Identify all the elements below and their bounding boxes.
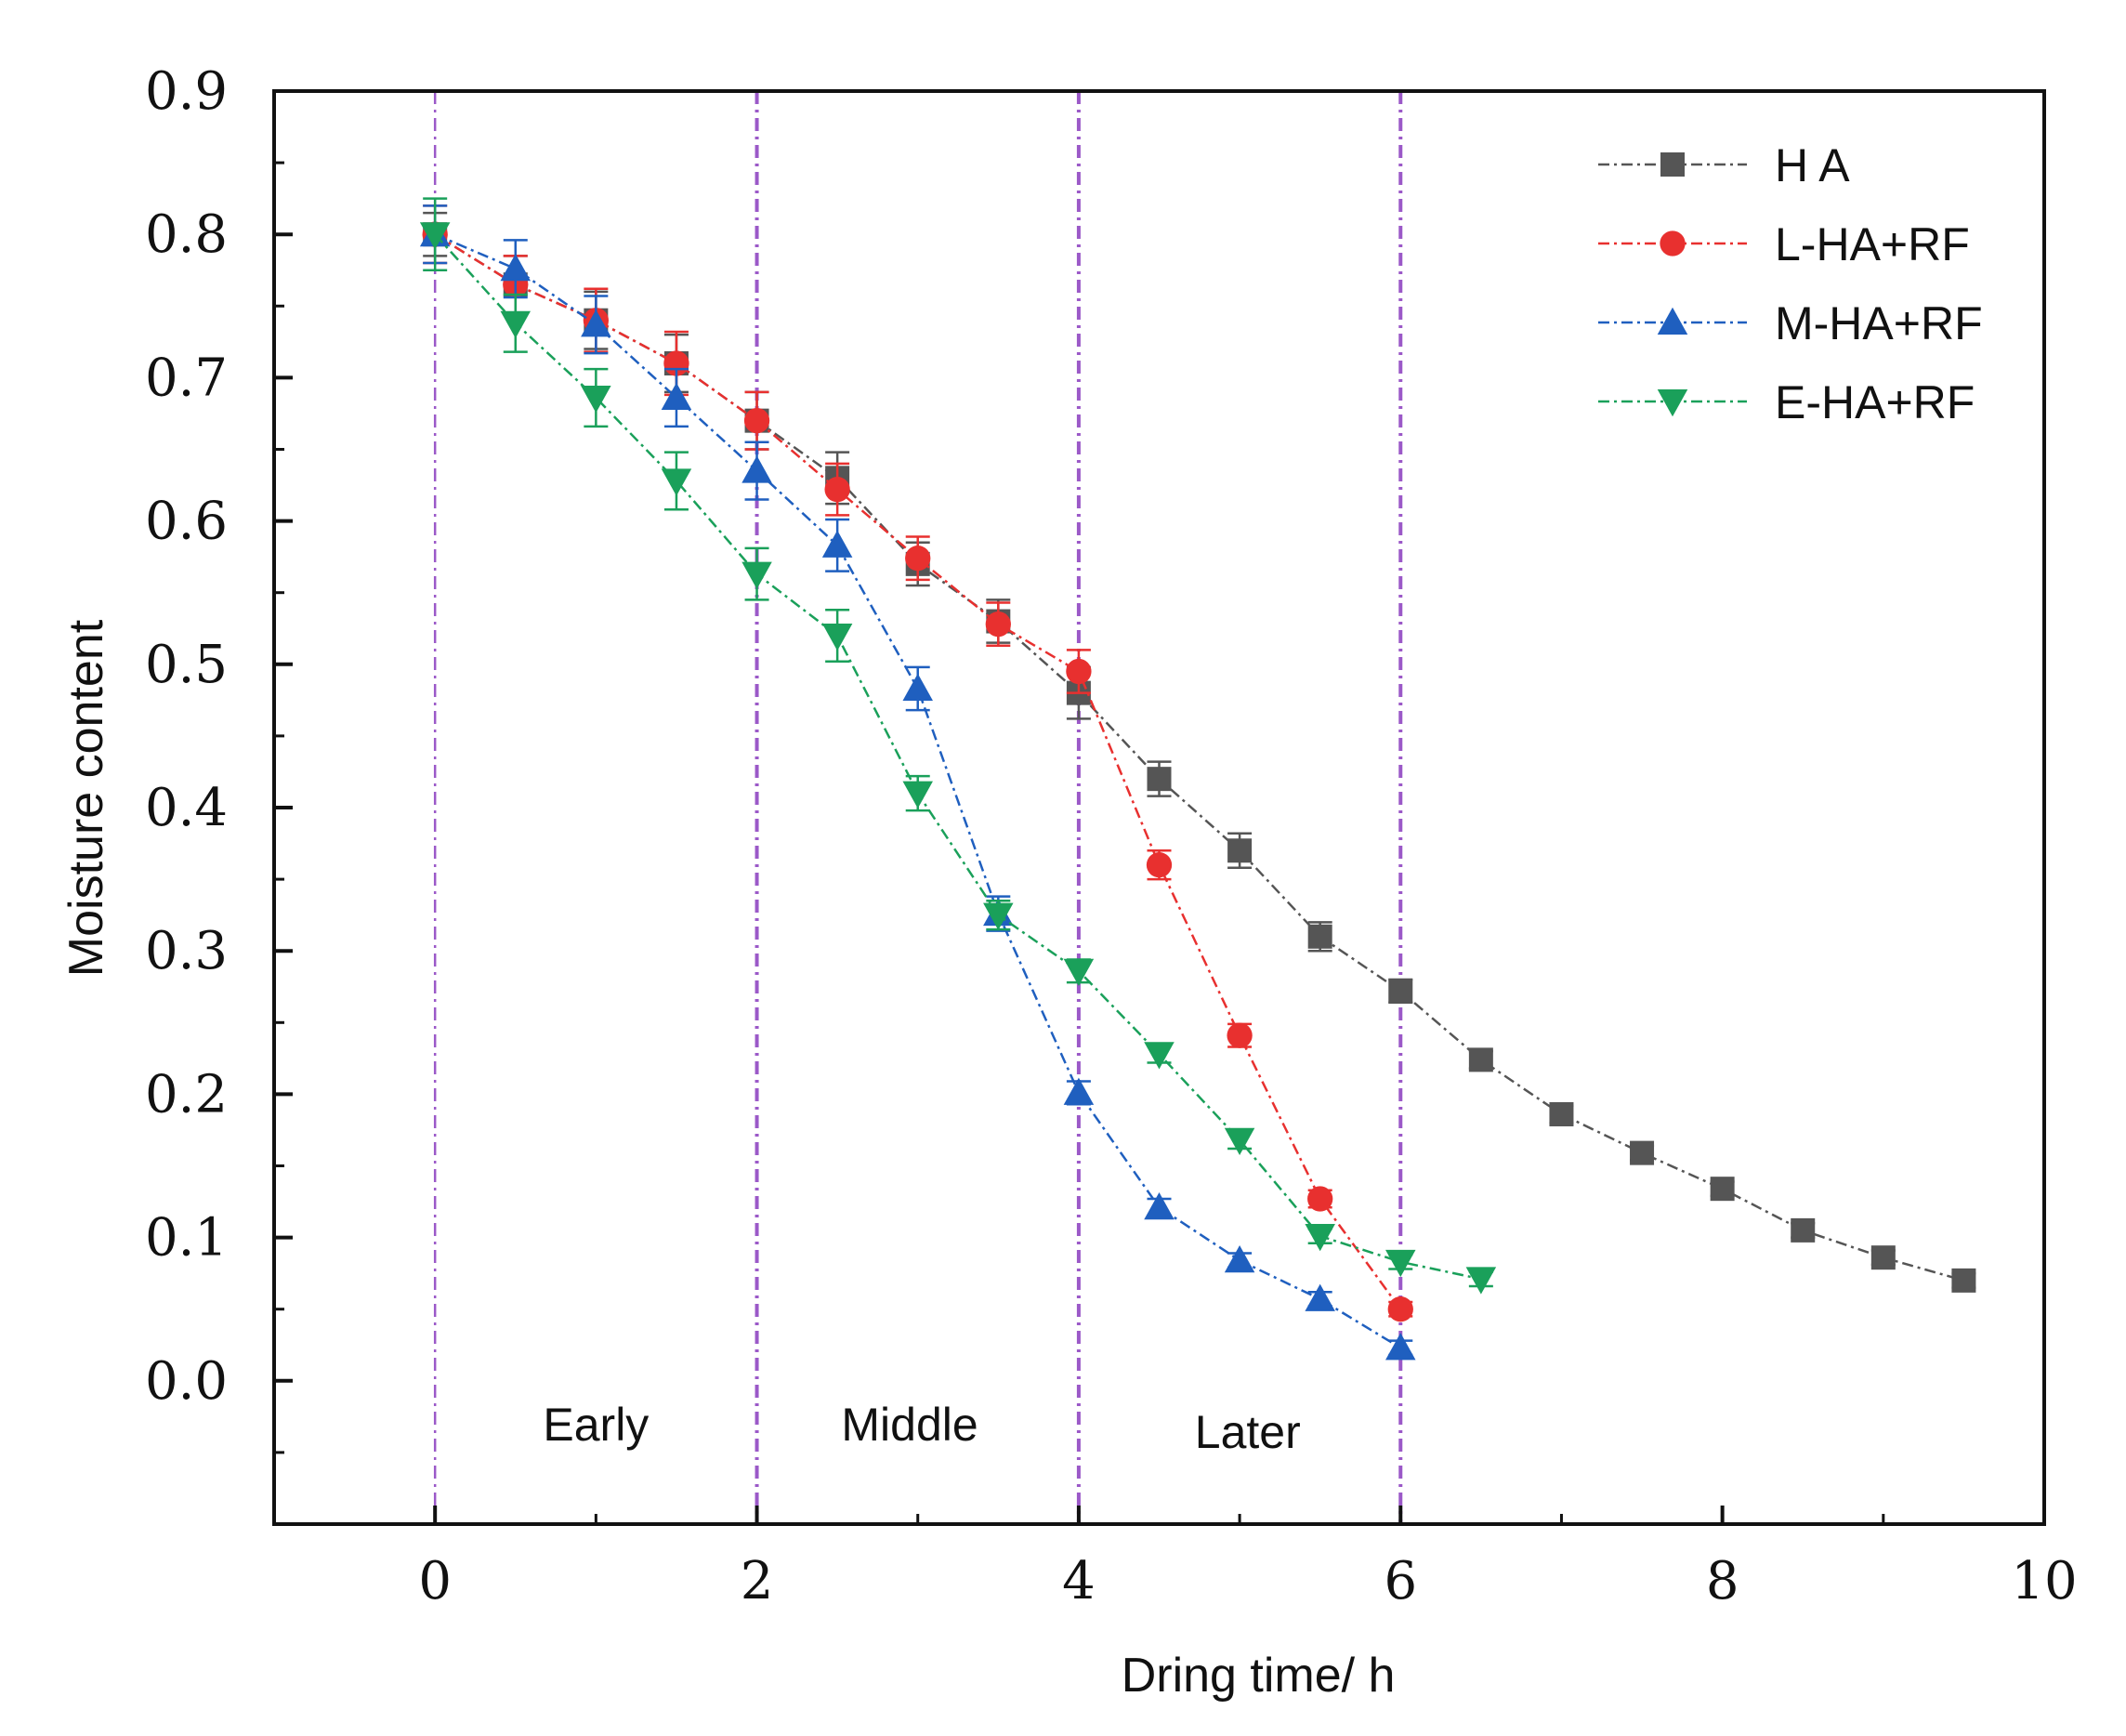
- data-point: [661, 382, 692, 410]
- data-point: [1063, 958, 1095, 987]
- data-point: [1468, 1047, 1493, 1072]
- y-tick-label: 0.0: [145, 1351, 228, 1412]
- x-tick-label: 4: [1062, 1551, 1096, 1611]
- data-point: [1710, 1177, 1735, 1202]
- y-tick-label: 0.5: [145, 635, 228, 695]
- x-tick-label: 2: [741, 1551, 774, 1611]
- x-tick-label: 6: [1384, 1551, 1417, 1611]
- data-point: [1224, 1245, 1255, 1273]
- x-axis-title: Dring time/ h: [1122, 1649, 1396, 1703]
- data-point: [500, 310, 532, 339]
- data-point: [741, 455, 772, 483]
- data-point: [1951, 1268, 1976, 1293]
- data-point: [500, 253, 532, 282]
- y-tick-label: 0.7: [145, 348, 228, 408]
- phase-label: Middle: [841, 1399, 978, 1451]
- data-point: [1224, 1127, 1255, 1155]
- legend-marker: [1657, 307, 1688, 335]
- data-point: [821, 623, 853, 651]
- data-point: [905, 546, 931, 572]
- y-tick-label: 0.4: [145, 778, 228, 838]
- x-tick-label: 0: [418, 1551, 452, 1611]
- data-point: [1870, 1245, 1896, 1270]
- legend-label: M-HA+RF: [1775, 297, 1983, 349]
- data-point: [419, 222, 451, 250]
- data-point: [824, 477, 850, 503]
- data-point: [985, 611, 1011, 638]
- y-tick-label: 0.3: [145, 921, 228, 981]
- axes: 0 2 4 6 8 10 0.0 0.1 0.2 0.3 0.4 0.5 0.6 0.7 0.8 0.9: [145, 61, 2078, 1611]
- legend-item: E-HA+RF: [1598, 376, 1975, 428]
- series-e-ha-rf: [419, 197, 1497, 1295]
- data-point: [1066, 658, 1092, 685]
- legend-item: M-HA+RF: [1598, 297, 1983, 349]
- data-point: [1630, 1140, 1655, 1165]
- data-point: [1791, 1217, 1816, 1243]
- data-point: [1465, 1267, 1497, 1295]
- x-tick-label: 10: [2011, 1551, 2077, 1611]
- phase-lines: [433, 91, 1403, 1524]
- data-point: [1307, 1186, 1333, 1212]
- data-point: [1227, 1022, 1253, 1048]
- series-layer: [419, 197, 1976, 1361]
- data-point: [902, 781, 933, 809]
- legend-label: L-HA+RF: [1775, 218, 1970, 270]
- data-point: [1305, 1224, 1335, 1252]
- legend: H A L-HA+RF M-HA+RF E-HA+RF: [1598, 139, 1983, 428]
- x-tick-label: 8: [1706, 1551, 1739, 1611]
- series-line: [434, 233, 1482, 1281]
- legend-label: H A: [1775, 139, 1850, 191]
- series-m-ha-rf: [419, 204, 1416, 1361]
- data-point: [983, 902, 1014, 930]
- y-tick-label: 0.9: [145, 61, 228, 122]
- y-tick-label: 0.2: [145, 1064, 228, 1124]
- legend-item: L-HA+RF: [1598, 218, 1970, 270]
- data-point: [1147, 767, 1172, 792]
- y-tick-label: 0.8: [145, 204, 228, 265]
- data-point: [661, 468, 692, 496]
- legend-marker: [1660, 230, 1686, 256]
- data-point: [1385, 1333, 1416, 1361]
- data-point: [1144, 1042, 1175, 1070]
- y-tick-label: 0.6: [145, 492, 228, 552]
- phase-label: Early: [543, 1399, 649, 1451]
- phase-labels: Early Middle Later: [543, 1399, 1300, 1458]
- phase-label: Later: [1195, 1406, 1301, 1458]
- data-point: [1387, 1296, 1413, 1322]
- data-point: [741, 561, 772, 589]
- data-point: [1305, 1283, 1335, 1311]
- data-point: [1307, 924, 1332, 949]
- legend-label: E-HA+RF: [1775, 376, 1975, 428]
- legend-marker: [1660, 152, 1685, 177]
- y-tick-label: 0.1: [145, 1208, 228, 1269]
- data-point: [581, 309, 611, 337]
- data-point: [581, 385, 611, 414]
- y-axis-title: Moisture content: [59, 619, 113, 977]
- legend-item: H A: [1598, 139, 1850, 191]
- data-point: [743, 408, 770, 434]
- data-point: [1549, 1101, 1574, 1126]
- data-point: [1385, 1249, 1416, 1278]
- data-point: [1063, 1077, 1095, 1105]
- data-point: [1227, 838, 1253, 863]
- data-point: [821, 530, 853, 558]
- data-point: [902, 673, 933, 702]
- data-point: [1144, 1191, 1175, 1220]
- legend-marker: [1657, 389, 1688, 417]
- data-point: [1146, 852, 1173, 878]
- data-point: [1388, 979, 1413, 1004]
